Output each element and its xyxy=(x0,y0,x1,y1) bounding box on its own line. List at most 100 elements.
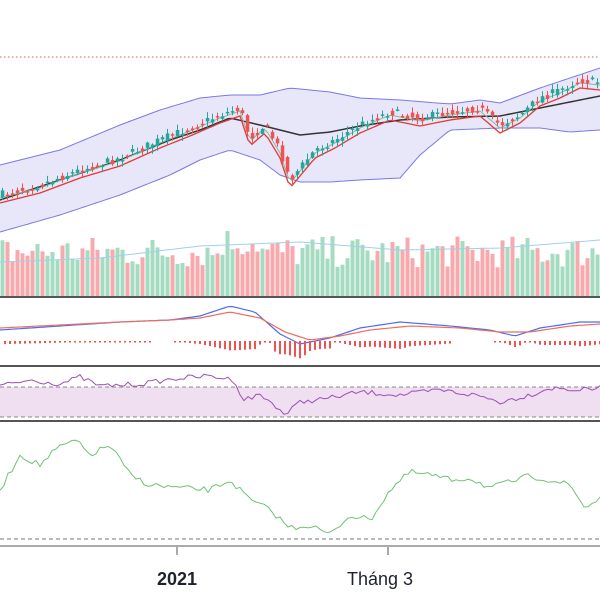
candle-body xyxy=(50,182,55,185)
macd-histogram-bar xyxy=(589,341,591,346)
candle-body xyxy=(245,115,250,132)
rsi-pane[interactable] xyxy=(0,373,600,418)
macd-histogram-bar xyxy=(44,341,46,343)
candle-body xyxy=(230,111,235,113)
candle-body xyxy=(350,128,355,130)
macd-histogram-bar xyxy=(204,341,206,346)
volume-bar xyxy=(455,236,460,296)
macd-histogram-bar xyxy=(314,341,316,350)
candle-body xyxy=(195,127,200,129)
macd-histogram-bar xyxy=(24,341,26,344)
candle-body xyxy=(375,118,380,121)
macd-histogram-bar xyxy=(144,341,146,343)
volume-bar xyxy=(285,240,290,296)
candle-body xyxy=(345,132,350,136)
candle-body xyxy=(210,119,215,123)
rsi-band xyxy=(0,387,600,417)
x-tick-label-2021: 2021 xyxy=(157,569,197,589)
volume-bar xyxy=(55,260,60,296)
macd-histogram-bar xyxy=(444,341,446,344)
macd-histogram-bar xyxy=(149,341,151,343)
macd-histogram-bar xyxy=(234,341,236,351)
candle-body xyxy=(165,133,170,141)
volume-bar xyxy=(100,257,105,296)
macd-histogram-bar xyxy=(399,341,401,349)
volume-bar xyxy=(70,258,75,296)
volume-bar xyxy=(215,253,220,296)
volume-pane[interactable] xyxy=(0,231,600,296)
volume-bar xyxy=(125,262,130,296)
candle-body xyxy=(60,175,65,180)
macd-histogram-bar xyxy=(249,341,251,350)
volume-bar xyxy=(10,261,15,296)
macd-histogram-bar xyxy=(109,341,111,343)
candle-body xyxy=(385,116,390,118)
volume-bar xyxy=(235,248,240,296)
candle-body xyxy=(225,111,230,114)
volume-bar xyxy=(555,254,560,296)
candle-body xyxy=(280,145,285,162)
candle-body xyxy=(435,112,440,114)
volume-bar xyxy=(540,261,545,296)
volume-bar xyxy=(245,251,250,296)
macd-histogram-bar xyxy=(519,341,521,346)
macd-histogram-bar xyxy=(54,341,56,343)
volume-bar xyxy=(315,249,320,296)
price-pane[interactable] xyxy=(0,56,600,233)
macd-histogram-bar xyxy=(329,341,331,349)
volume-bar xyxy=(380,243,385,296)
volume-bar xyxy=(150,240,155,296)
volume-bar xyxy=(580,265,585,296)
macd-histogram-bar xyxy=(414,341,416,346)
candlestick-series xyxy=(0,74,600,200)
macd-pane[interactable] xyxy=(0,305,600,359)
volume-bar xyxy=(145,247,150,296)
volume-bar xyxy=(525,238,530,296)
candle-body xyxy=(475,111,480,113)
volume-bar xyxy=(135,264,140,296)
volume-bar xyxy=(575,241,580,296)
volume-bar xyxy=(295,264,300,296)
volume-bar xyxy=(435,245,440,296)
candle-body xyxy=(540,96,545,103)
oscillator-pane[interactable] xyxy=(0,439,600,540)
candle-body xyxy=(0,190,5,198)
macd-histogram-bar xyxy=(264,341,266,343)
candle-body xyxy=(155,138,160,147)
candle-body xyxy=(65,176,70,180)
macd-histogram-bar xyxy=(554,341,556,345)
candle-body xyxy=(90,167,95,170)
candle-body xyxy=(450,110,455,115)
macd-histogram-bar xyxy=(334,341,336,343)
volume-bar xyxy=(85,250,90,296)
macd-histogram-bar xyxy=(209,341,211,347)
candle-body xyxy=(170,134,175,136)
candle-body xyxy=(455,111,460,114)
candle-body xyxy=(495,120,500,123)
candle-body xyxy=(95,165,100,167)
candle-body xyxy=(140,148,145,151)
candle-body xyxy=(390,110,395,116)
volume-bar xyxy=(495,267,500,296)
volume-bar xyxy=(20,253,25,296)
candle-body xyxy=(365,125,370,127)
volume-bar xyxy=(140,257,145,296)
volume-bar xyxy=(430,248,435,296)
volume-bar xyxy=(390,242,395,296)
candle-body xyxy=(325,147,330,149)
volume-bar xyxy=(255,251,260,296)
macd-histogram-bar xyxy=(9,341,11,344)
x-tick-label-thang-3: Tháng 3 xyxy=(347,569,413,589)
candle-body xyxy=(570,86,575,89)
candle-body xyxy=(220,116,225,119)
macd-histogram-bar xyxy=(279,341,281,355)
volume-bar xyxy=(395,246,400,296)
macd-histogram-bar xyxy=(289,341,291,356)
candle-body xyxy=(550,89,555,94)
macd-histogram-bar xyxy=(434,341,436,345)
macd-histogram-bar xyxy=(409,341,411,347)
candle-body xyxy=(340,137,345,141)
volume-bar xyxy=(160,255,165,296)
